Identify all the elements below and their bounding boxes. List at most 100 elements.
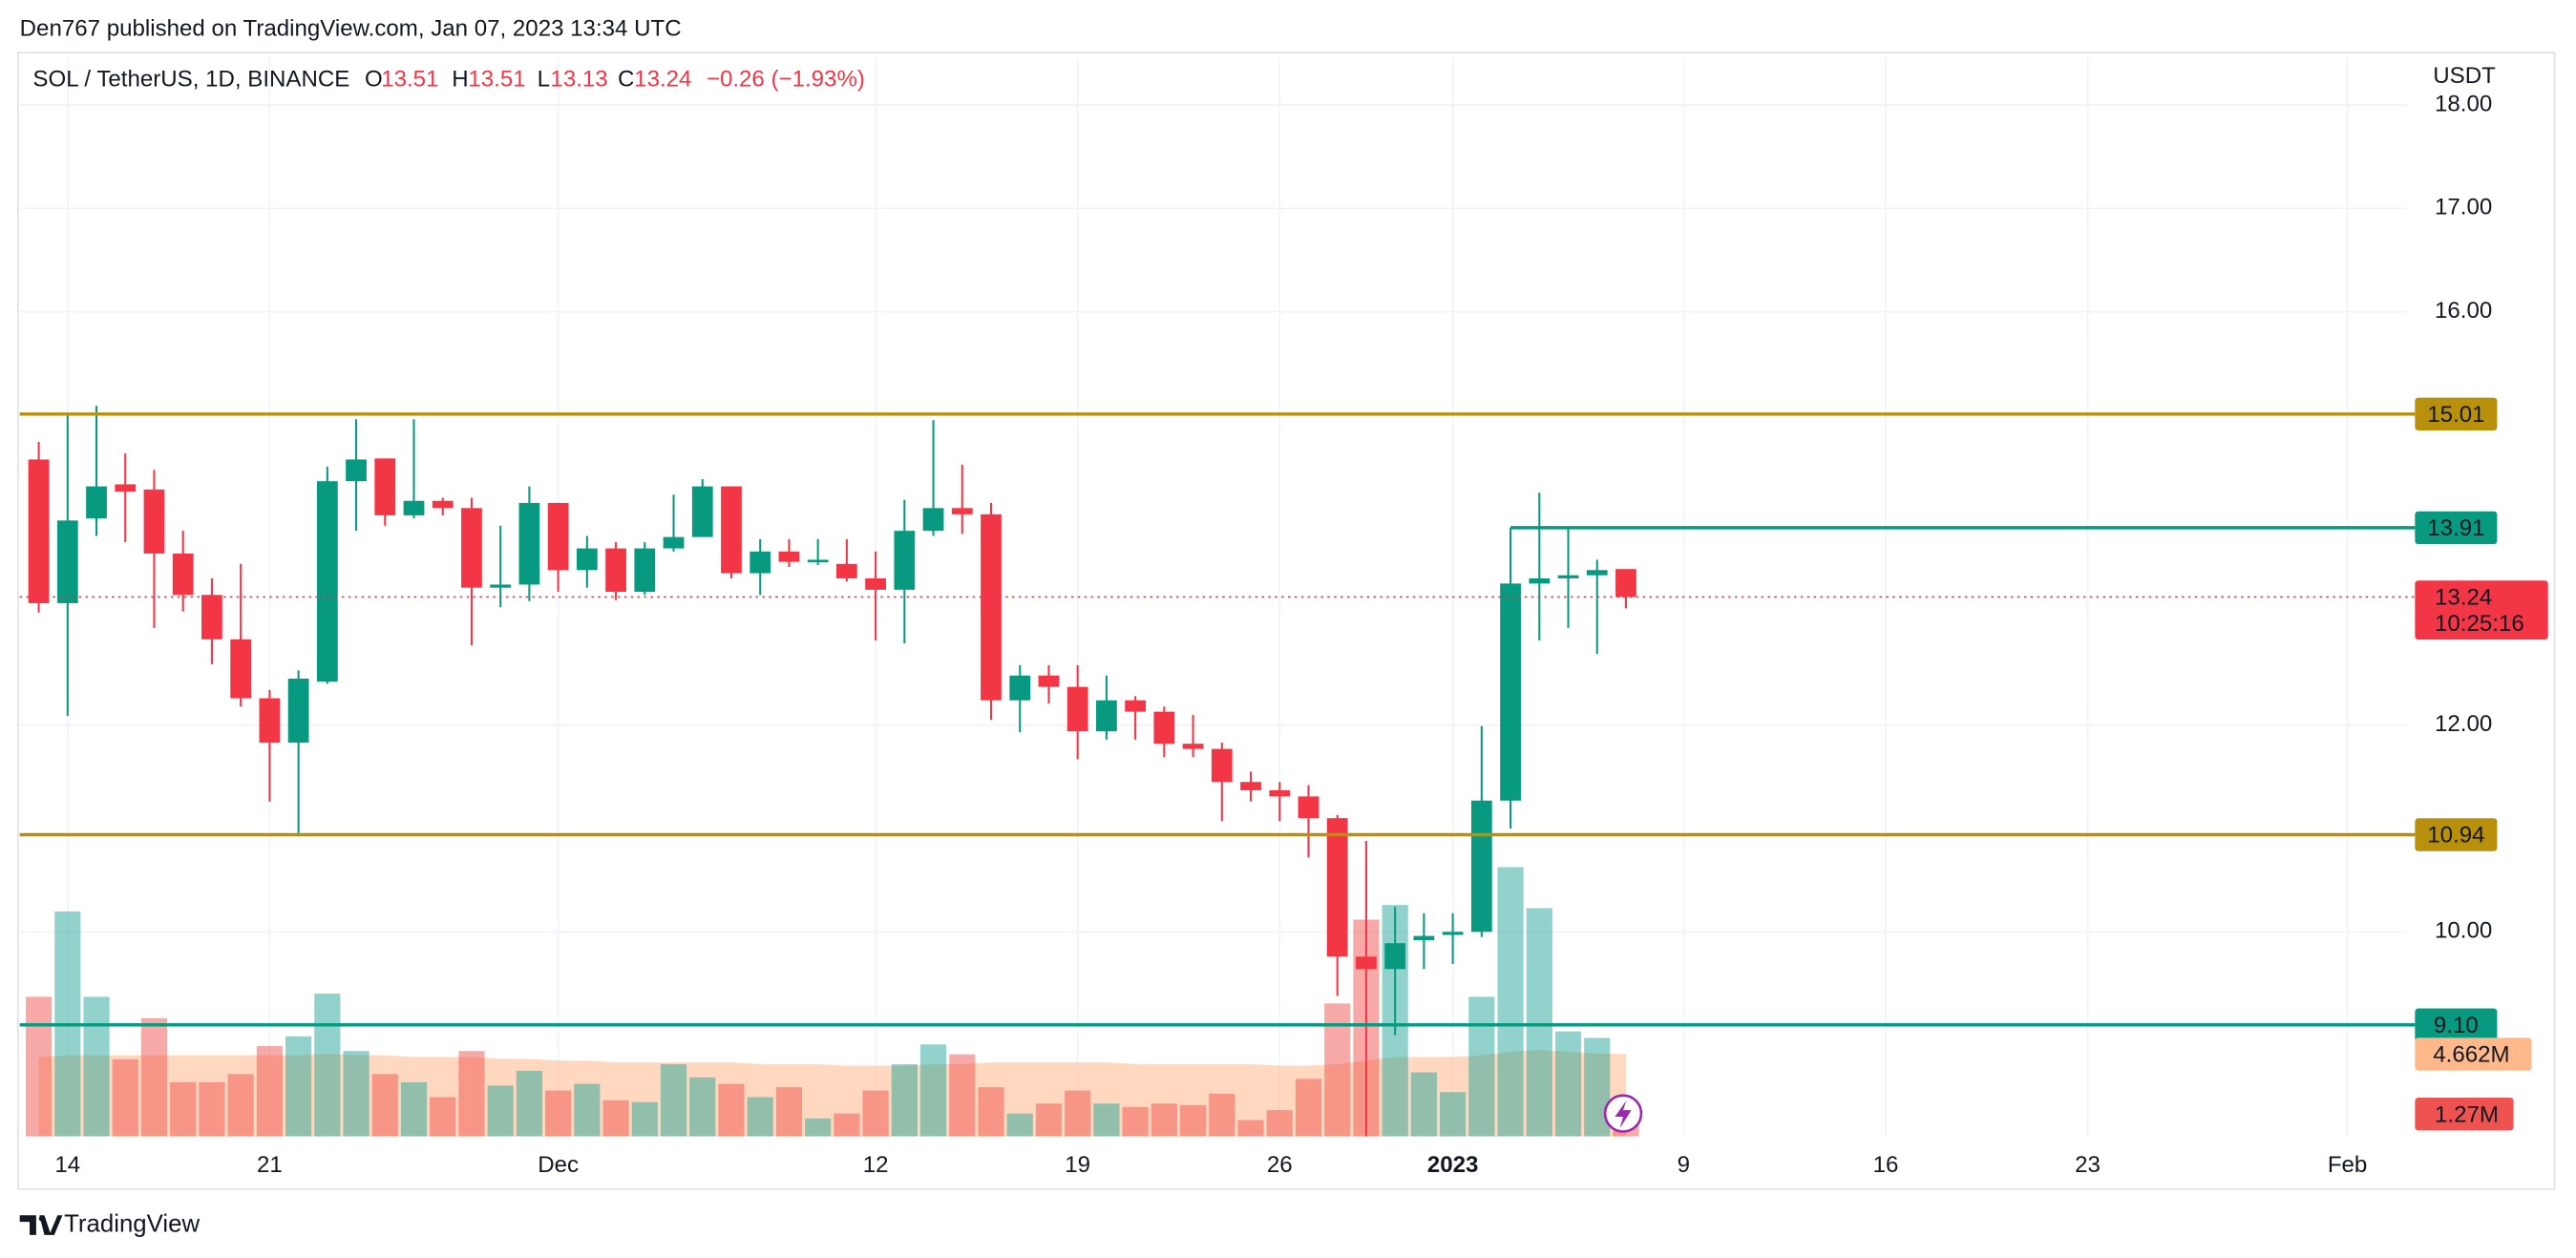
- volume-bar: [1151, 1103, 1177, 1137]
- axes: 14 21 Dec 12 19 26 2023 9 16 23 Feb 10.00 12.00 16.00…: [54, 91, 2492, 1178]
- candle-body: [835, 563, 857, 578]
- candle-body: [28, 459, 50, 603]
- volume-bar: [458, 1051, 485, 1137]
- logo-mark: [49, 1215, 63, 1235]
- candle-body: [1470, 800, 1492, 933]
- volume-bar: [978, 1087, 1004, 1137]
- logo-dot: [38, 1215, 46, 1222]
- volume-bar: [689, 1077, 716, 1137]
- level-label: 9.10: [2434, 1013, 2479, 1038]
- volume-bar: [1295, 1079, 1322, 1137]
- candle-body: [576, 548, 598, 571]
- volume-bar: [919, 1044, 947, 1137]
- candle-body: [1413, 935, 1435, 940]
- volume-bar: [602, 1100, 629, 1137]
- volume-bar: [25, 996, 53, 1137]
- legend-open: 13.51: [381, 67, 438, 93]
- candle-body: [86, 486, 107, 519]
- x-tick-label: 9: [1678, 1152, 1690, 1178]
- y-tick-label: 16.00: [2435, 298, 2492, 324]
- candle-body: [172, 553, 194, 596]
- volume-bar: [1410, 1072, 1437, 1137]
- legend-letter: O: [365, 67, 383, 93]
- brand-logo: [19, 1215, 63, 1235]
- candle-body: [518, 502, 540, 585]
- volume-ma-label-box: [2415, 1038, 2532, 1071]
- x-tick-label: Dec: [538, 1152, 579, 1178]
- volume-bar: [1035, 1103, 1063, 1137]
- candle-body: [1557, 575, 1579, 578]
- legend-letter: L: [538, 67, 550, 93]
- volume-bar: [1554, 1031, 1582, 1137]
- candle-body: [56, 520, 78, 603]
- currency-label: USDT: [2433, 63, 2496, 89]
- level-label: 13.91: [2427, 515, 2484, 541]
- legend-high: 13.51: [468, 67, 525, 93]
- lightning-icon[interactable]: [1603, 1094, 1643, 1133]
- volume-bar: [949, 1054, 976, 1137]
- volume-ma-label: 4.662M: [2433, 1041, 2509, 1067]
- candle-body: [143, 489, 165, 554]
- candle-body: [259, 698, 281, 744]
- legend-letter: C: [618, 67, 634, 93]
- volume-label: 1.27M: [2435, 1101, 2499, 1127]
- x-tick-label: 14: [54, 1152, 80, 1178]
- candle-body: [547, 502, 569, 571]
- volume-bar: [343, 1051, 370, 1137]
- candle-body: [894, 531, 916, 590]
- candle-body: [432, 500, 454, 509]
- volume-label-box: [2415, 1097, 2514, 1131]
- level-label-box: [2415, 511, 2498, 545]
- volume-bar: [1526, 908, 1552, 1137]
- candle-body: [981, 514, 1002, 701]
- candle-body: [374, 458, 396, 515]
- volume-bar: [314, 993, 341, 1137]
- volume-bar: [1122, 1106, 1149, 1137]
- candle-body: [1240, 782, 1261, 790]
- candle-body: [1038, 675, 1060, 687]
- candle-body: [951, 508, 973, 514]
- chart-frame: [17, 52, 2556, 1190]
- candle-body: [1615, 569, 1636, 598]
- volume-bar: [83, 996, 110, 1137]
- volume-bar: [574, 1083, 601, 1137]
- volume-bar: [112, 1059, 138, 1137]
- y-tick-label: 10.00: [2435, 918, 2492, 944]
- candle-body: [865, 577, 886, 590]
- publisher-header: Den767 published on TradingView.com, Jan…: [20, 15, 682, 41]
- candle-body: [663, 536, 685, 549]
- x-tick-label: 19: [1065, 1152, 1090, 1178]
- volume-bar: [1440, 1092, 1467, 1137]
- symbol-title: SOL / TetherUS, 1D, BINANCE: [32, 67, 349, 93]
- x-tick-label: 12: [863, 1152, 889, 1178]
- volume-bar: [1006, 1113, 1033, 1137]
- candle-body: [1356, 956, 1377, 970]
- candle-body: [1326, 818, 1348, 957]
- candle-body: [490, 584, 512, 588]
- x-tick-label: Feb: [2328, 1152, 2368, 1178]
- x-tick-label: 16: [1873, 1152, 1899, 1178]
- x-tick-label: 26: [1267, 1152, 1293, 1178]
- legend-letter: H: [452, 67, 468, 93]
- volume-bar: [1468, 996, 1495, 1137]
- volume-bar: [834, 1113, 860, 1137]
- level-label-box: [2415, 1008, 2498, 1041]
- candle-body: [287, 678, 309, 744]
- candle-body: [1153, 711, 1175, 744]
- volume-bar: [227, 1074, 254, 1137]
- candle-body: [403, 500, 425, 515]
- volume-bar: [140, 1017, 168, 1137]
- candle-body: [721, 486, 742, 574]
- volume-bar: [400, 1081, 428, 1137]
- y-tick-label: 12.00: [2435, 711, 2492, 737]
- legend-close: 13.24: [634, 67, 691, 93]
- candle-body: [1500, 583, 1521, 801]
- candle-body: [750, 551, 771, 574]
- volume-bar: [1093, 1103, 1120, 1137]
- candle-body: [1009, 675, 1031, 701]
- plot-area: [25, 406, 1639, 1137]
- candle-body: [115, 484, 137, 493]
- candle-body: [201, 595, 222, 639]
- legend-change: −0.26 (−1.93%): [707, 67, 865, 93]
